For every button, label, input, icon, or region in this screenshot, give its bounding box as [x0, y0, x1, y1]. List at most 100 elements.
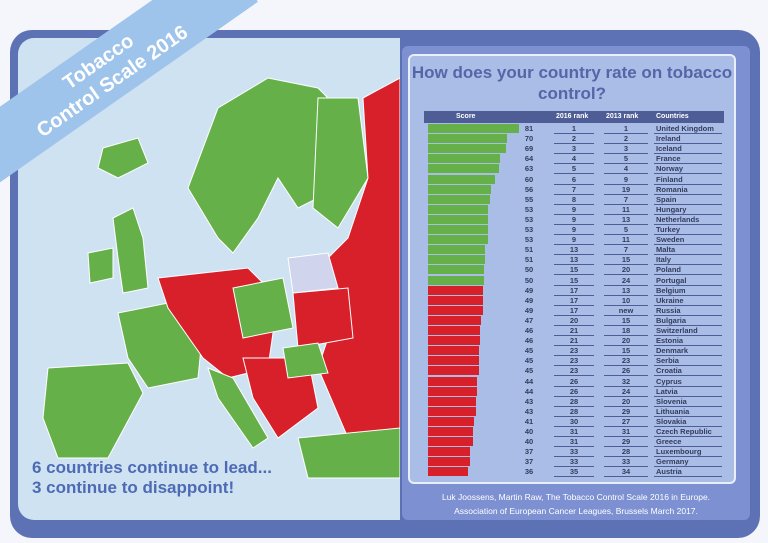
table-row: 40 31 31 Czech Republic	[424, 427, 724, 437]
rank-2016: 20	[554, 316, 594, 326]
header-score: Score	[456, 113, 476, 120]
country-name: Hungary	[654, 205, 722, 215]
rank-2016: 4	[554, 154, 594, 165]
rank-2016: 31	[554, 427, 594, 437]
rank-2013: 31	[604, 427, 648, 437]
rank-2013: 27	[604, 417, 648, 427]
lead-line-1: 6 countries continue to lead...	[32, 458, 272, 477]
rank-2016: 17	[554, 286, 594, 296]
score-value: 64	[524, 154, 534, 164]
map-italy	[207, 367, 269, 449]
table-row: 55 8 7 Spain	[424, 194, 724, 205]
country-name: Cyprus	[654, 377, 722, 387]
country-name: Bulgaria	[654, 316, 722, 326]
table-row: 36 35 34 Austria	[424, 467, 724, 478]
lead-text: 6 countries continue to lead... 3 contin…	[32, 458, 272, 498]
rank-2016: 8	[554, 195, 594, 205]
table-row: 40 31 29 Greece	[424, 437, 724, 448]
rank-2016: 1	[554, 124, 594, 134]
rank-2016: 13	[554, 245, 594, 256]
score-bar	[428, 386, 478, 396]
rank-2016: 9	[554, 225, 594, 235]
score-bar	[428, 305, 484, 315]
score-value: 63	[524, 164, 534, 174]
score-bar	[428, 204, 488, 214]
table-row: 50 15 20 Poland	[424, 265, 724, 276]
score-value: 53	[524, 225, 534, 234]
score-bar	[428, 225, 488, 234]
country-name: Iceland	[654, 144, 722, 155]
rank-2013: 19	[604, 185, 648, 195]
source-footer: Luk Joossens, Martin Raw, The Tobacco Co…	[402, 490, 750, 518]
score-bar	[428, 144, 506, 154]
rank-2013: 26	[604, 366, 648, 377]
rank-2016: 33	[554, 447, 594, 458]
score-value: 51	[524, 255, 534, 265]
score-value: 55	[524, 194, 534, 204]
rank-2016: 13	[554, 255, 594, 266]
rank-2013: 2	[604, 134, 648, 145]
score-value: 81	[524, 124, 534, 133]
rank-2016: 2	[554, 134, 594, 145]
score-bar	[428, 285, 484, 295]
rank-2013: 5	[604, 154, 648, 165]
score-bar	[428, 346, 479, 356]
table-row: 46 21 18 Switzerland	[424, 326, 724, 336]
score-value: 41	[524, 416, 534, 426]
table-row: 60 6 9 Finland	[424, 174, 724, 185]
table-row: 45 23 15 Denmark	[424, 346, 724, 357]
country-name: United Kingdom	[654, 124, 722, 134]
country-name: Latvia	[654, 387, 722, 397]
rank-2016: 26	[554, 387, 594, 397]
score-value: 46	[524, 326, 534, 335]
country-name: Estonia	[654, 336, 722, 347]
table-row: 45 23 23 Serbia	[424, 356, 724, 367]
country-name: Slovenia	[654, 397, 722, 407]
rank-2013: 24	[604, 387, 648, 397]
table-row: 53 9 11 Hungary	[424, 204, 724, 215]
chart-title: How does your country rate on tobacco co…	[411, 63, 733, 103]
score-value: 46	[524, 336, 534, 346]
score-bar	[428, 174, 496, 184]
table-row: 46 21 20 Estonia	[424, 336, 724, 347]
score-bar	[428, 366, 479, 376]
country-name: Malta	[654, 245, 722, 256]
map-romania	[282, 342, 329, 379]
score-bar	[428, 447, 470, 457]
rank-2016: 28	[554, 397, 594, 407]
country-name: Denmark	[654, 346, 722, 357]
country-name: Ireland	[654, 134, 722, 145]
rank-2013: 15	[604, 346, 648, 357]
rank-2013: 28	[604, 447, 648, 458]
country-name: Italy	[654, 255, 722, 266]
country-name: Sweden	[654, 235, 722, 246]
table-row: 43 28 20 Slovenia	[424, 396, 724, 407]
rank-2013: 10	[604, 296, 648, 306]
country-name: France	[654, 154, 722, 165]
table-row: 63 5 4 Norway	[424, 164, 724, 175]
rank-2016: 17	[554, 306, 594, 316]
rank-2013: 29	[604, 437, 648, 448]
score-bar	[428, 265, 485, 275]
score-bar	[428, 235, 488, 245]
score-value: 69	[524, 144, 534, 154]
rank-2016: 6	[554, 175, 594, 185]
rank-2016: 30	[554, 417, 594, 427]
rank-2016: 23	[554, 366, 594, 377]
country-name: Romania	[654, 185, 722, 195]
score-value: 37	[524, 457, 534, 467]
rank-2016: 15	[554, 265, 594, 276]
score-value: 56	[524, 184, 534, 194]
score-bar	[428, 437, 473, 447]
table-header: Score 2016 rank 2013 rank Countries	[424, 111, 724, 123]
rank-2016: 15	[554, 276, 594, 286]
country-name: Ukraine	[654, 296, 722, 306]
score-bar	[428, 406, 477, 416]
score-bar	[428, 396, 477, 406]
score-bar	[428, 255, 486, 265]
rank-2013: 32	[604, 377, 648, 387]
rank-2013: 3	[604, 144, 648, 155]
score-bar	[428, 416, 475, 426]
table-row: 51 13 7 Malta	[424, 245, 724, 256]
rank-2016: 35	[554, 467, 594, 478]
